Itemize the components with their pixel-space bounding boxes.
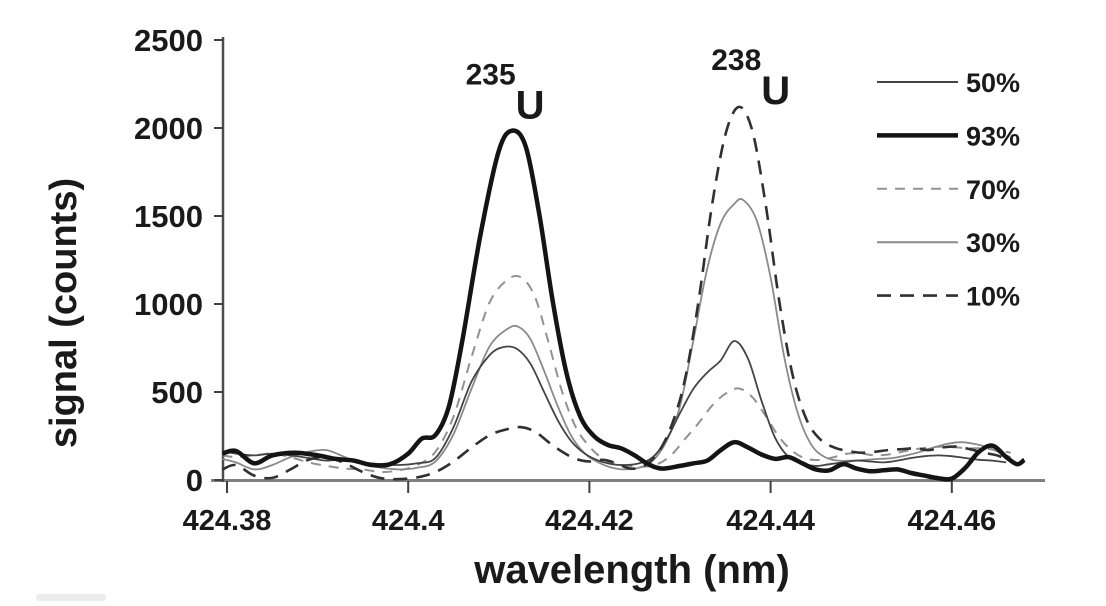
isotope-label-u238: 238U	[711, 44, 790, 113]
y-tick-label: 1000	[134, 287, 203, 322]
peak-annotations: 235U 238U	[466, 44, 791, 127]
y-tick-label: 2000	[134, 111, 203, 146]
series-line-93%	[221, 128, 1026, 482]
y-axis-title: signal (counts)	[43, 178, 85, 448]
legend-label: 30%	[966, 228, 1020, 258]
legend-label: 10%	[966, 282, 1020, 312]
legend-label: 93%	[966, 121, 1020, 151]
legend-item: 70%	[877, 175, 1020, 205]
legend-item: 10%	[877, 282, 1020, 312]
y-tick-label: 500	[151, 375, 203, 410]
series-line-30%	[222, 198, 1012, 471]
series-line-10%	[221, 105, 1007, 481]
isotope-label-u235: 235U	[466, 58, 545, 127]
x-tick-label: 424.38	[183, 505, 272, 537]
legend-item: 50%	[877, 68, 1020, 98]
x-tick-label: 424.44	[726, 505, 815, 537]
y-tick-label: 0	[186, 463, 203, 498]
x-tick-label: 424.46	[907, 505, 996, 537]
legend-item: 93%	[877, 121, 1020, 151]
cropped-caption-fragment	[36, 594, 106, 601]
plot-area: 424.38 424.4 424.42 424.44 424.46 0 500 1000 150…	[134, 23, 1045, 537]
y-tick-label: 2500	[134, 23, 203, 58]
series-line-70%	[222, 274, 1011, 474]
legend: 50% 93% 70% 30% 10%	[877, 68, 1020, 312]
x-axis-title: wavelength (nm)	[473, 548, 790, 592]
legend-item: 30%	[877, 228, 1020, 258]
y-tick-label: 1500	[134, 199, 203, 234]
legend-label: 70%	[966, 175, 1020, 205]
x-tick-label: 424.4	[372, 505, 445, 537]
x-tick-label: 424.42	[545, 505, 634, 537]
legend-label: 50%	[966, 68, 1020, 98]
